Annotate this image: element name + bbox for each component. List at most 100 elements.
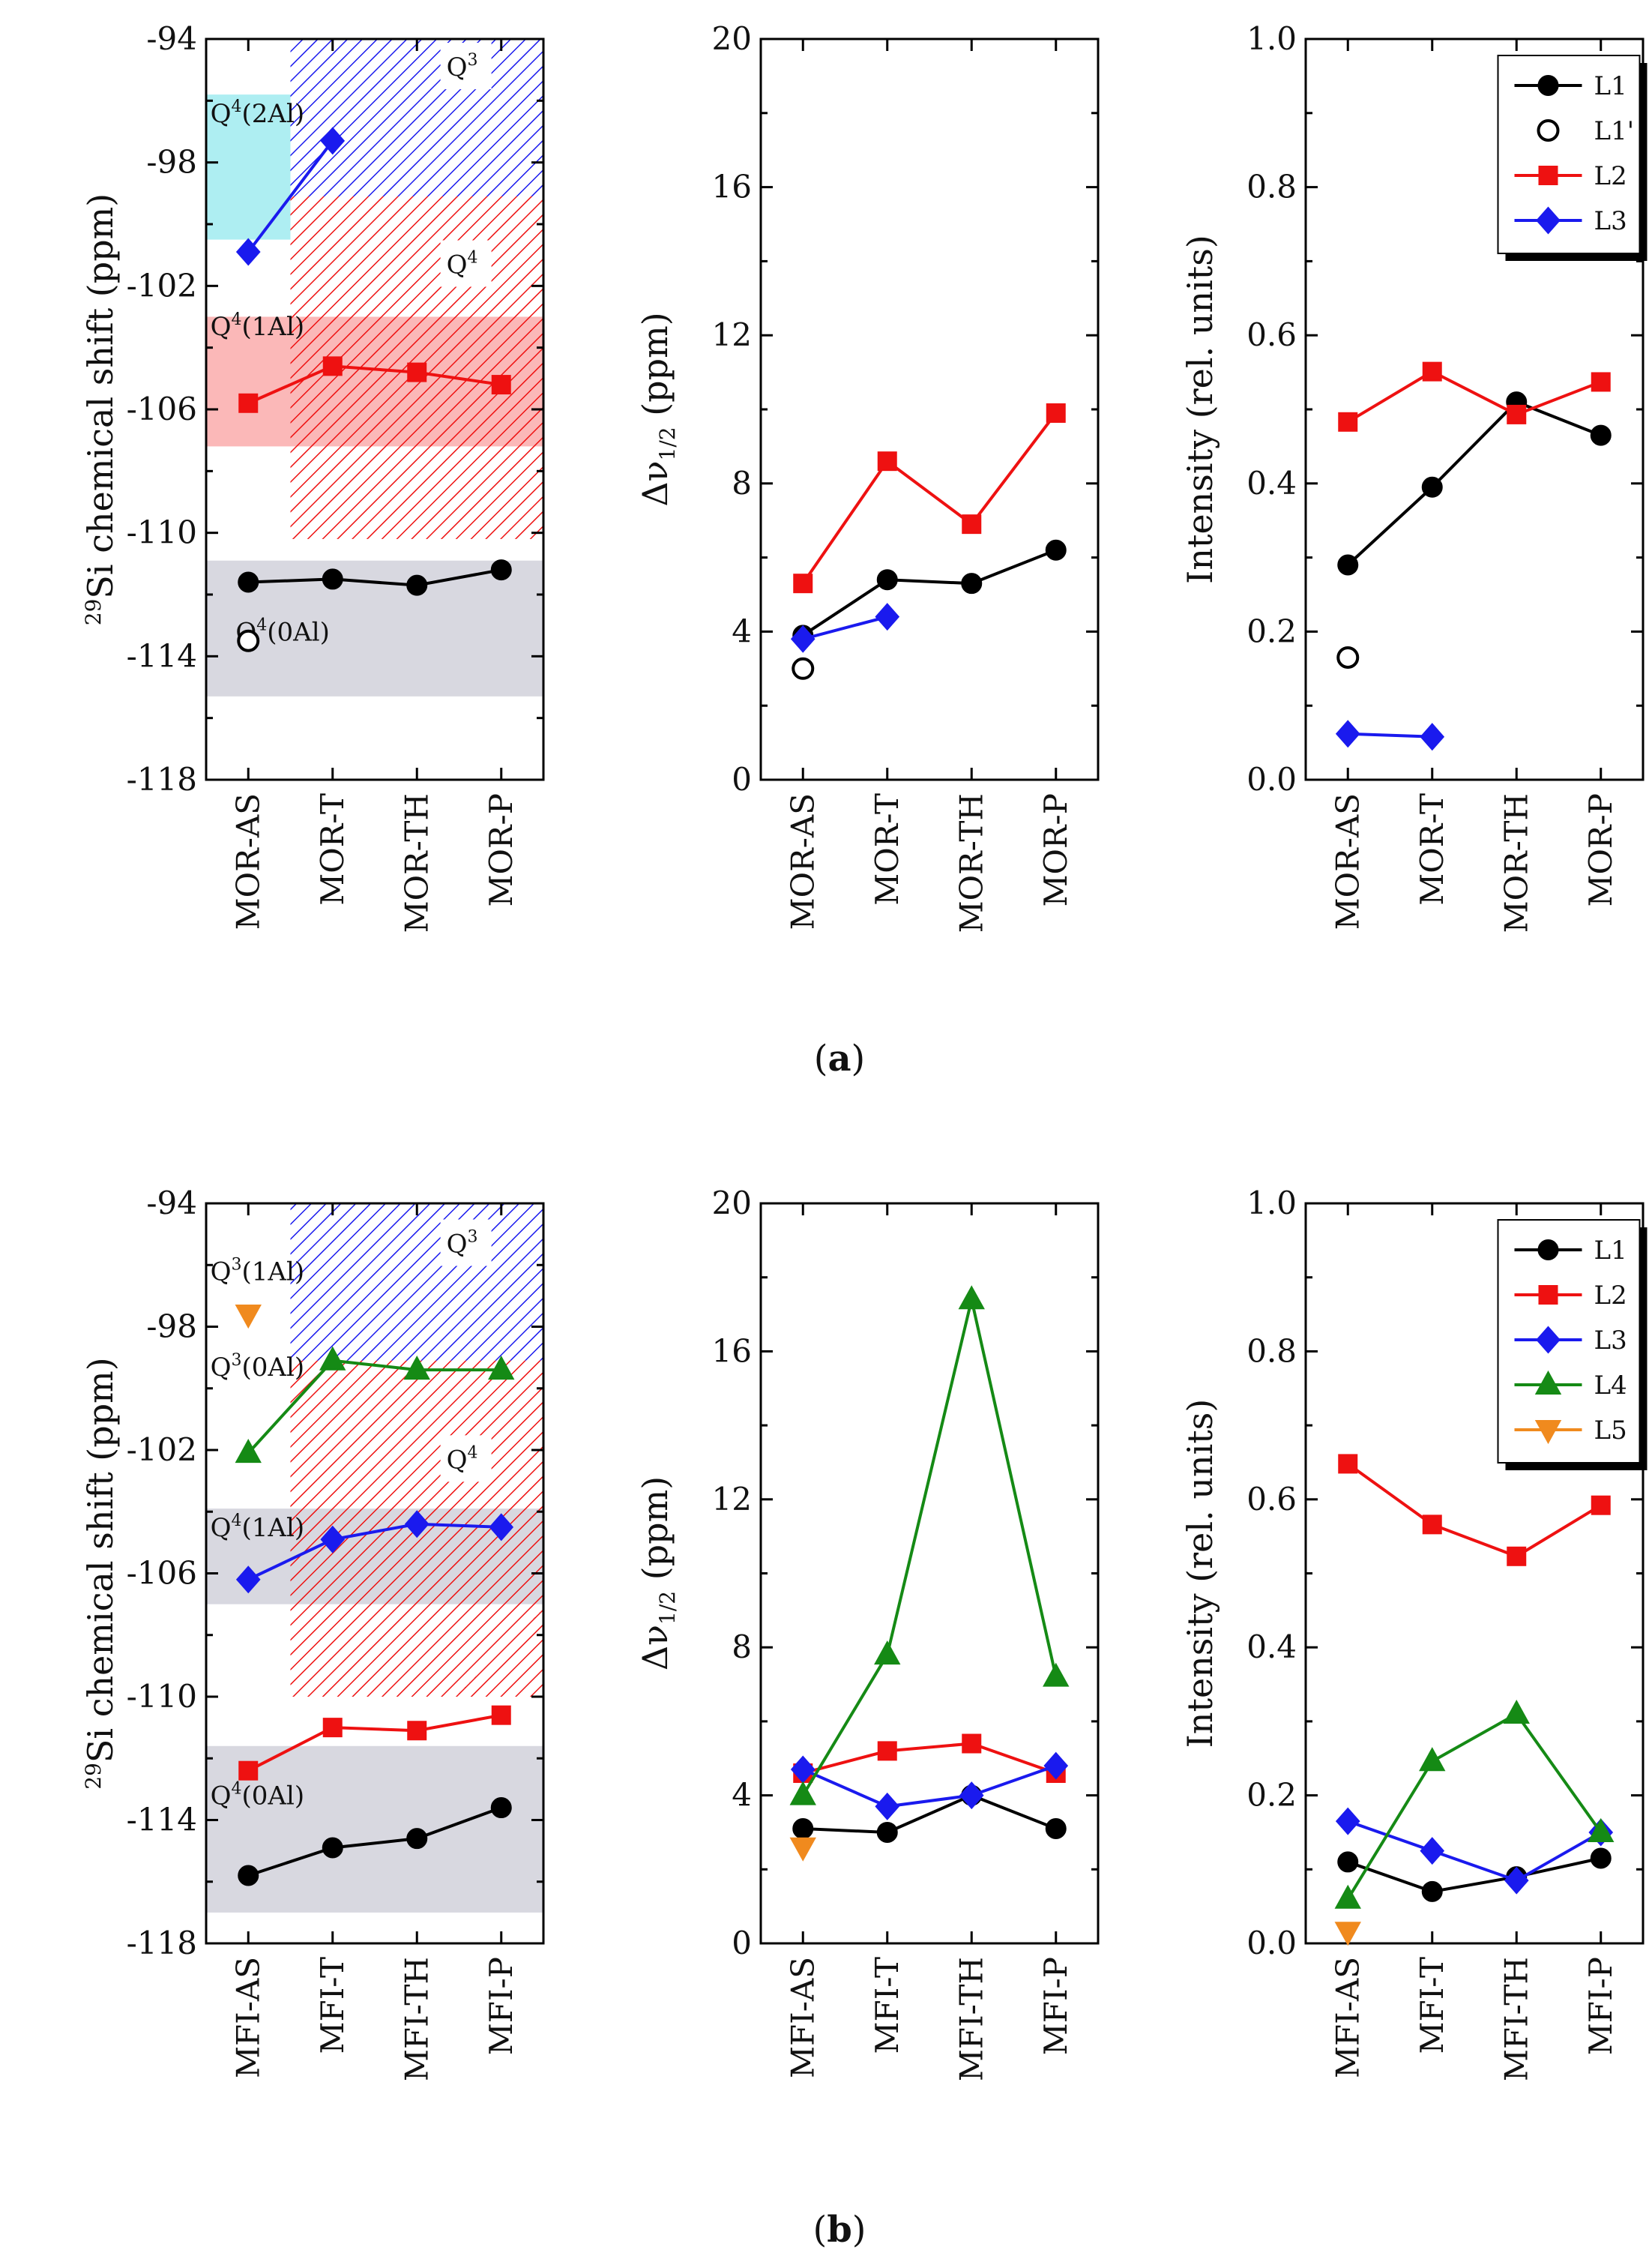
y-tick-label: 16 <box>712 1332 752 1369</box>
y-tick-label: -114 <box>127 1802 197 1838</box>
point-L1-MFI-AS <box>1337 1851 1359 1873</box>
x-tick-label: MOR-TH <box>953 793 989 933</box>
point-L1-MOR-T <box>322 568 343 590</box>
legend-label-L5: L5 <box>1594 1416 1627 1446</box>
point-L4-MFI-T <box>319 1346 346 1371</box>
point-L4-MFI-TH <box>403 1356 430 1380</box>
y-tick-label: 8 <box>732 1628 752 1665</box>
series-line-L1 <box>248 568 502 587</box>
legend-marker-L3 <box>1536 206 1561 235</box>
y-tick-label: 0.8 <box>1246 169 1297 205</box>
region-annotation-0: Q4(2Al) <box>211 97 304 129</box>
point-L3-MOR-AS <box>235 238 261 266</box>
point-L1-MFI-T <box>876 1821 898 1843</box>
point-L1-MOR-P <box>490 559 512 581</box>
region-fill-1 <box>206 1745 543 1913</box>
series-line-L2 <box>802 1742 1057 1775</box>
legend-marker-L1 <box>1537 75 1559 96</box>
point-L1-MOR-T <box>1421 476 1443 498</box>
x-tick-label: MFI-TH <box>953 1957 989 2081</box>
point-L5-MFI-AS <box>1334 1922 1361 1946</box>
point-L5-MFI-AS <box>235 1305 262 1329</box>
point-L1-MOR-TH <box>406 574 428 596</box>
x-tick-label: MFI-TH <box>1498 1957 1534 2081</box>
y-tick-label: 0.4 <box>1246 1628 1297 1665</box>
series-line-L3 <box>247 139 334 253</box>
point-L1-MOR-TH <box>961 573 983 595</box>
point-L2-MFI-AS <box>238 1760 259 1781</box>
series-line-L3 <box>247 1522 501 1581</box>
point-L2-MOR-AS <box>1338 412 1358 432</box>
legend-label-L1: L1 <box>1594 1236 1627 1266</box>
point-L1-MOR-AS <box>1337 554 1359 576</box>
point-L1-MFI-T <box>322 1837 343 1859</box>
legend-marker-L2 <box>1538 1285 1558 1305</box>
annotation-box <box>440 240 492 287</box>
point-L2-MOR-AS <box>793 574 813 594</box>
x-tick-label: MFI-TH <box>398 1957 435 2081</box>
point-L2-MOR-P <box>1591 372 1611 392</box>
x-tick-label: MOR-T <box>869 793 905 906</box>
x-tick-label: MFI-P <box>483 1957 519 2055</box>
point-L4-MFI-TH <box>958 1285 985 1310</box>
series-line-L1 <box>1346 400 1602 566</box>
y-tick-label: 0.2 <box>1246 1777 1297 1814</box>
y-tick-label: -106 <box>127 1555 197 1592</box>
y-tick-label: -98 <box>146 144 197 181</box>
x-tick-label: MFI-T <box>314 1957 351 2054</box>
y-tick-label: 0.6 <box>1246 1481 1297 1517</box>
point-L2-MFI-T <box>322 1718 343 1738</box>
annotation-box <box>440 43 492 90</box>
panel-label-b: (b) <box>813 2209 866 2251</box>
y-tick-label: 4 <box>732 613 752 649</box>
point-L4-MFI-AS <box>235 1439 262 1464</box>
chart-a2: 0 4 8 12 16 20 MOR-AS MOR-T MOR-TH MOR-P Δν1/2 (pp… <box>635 20 1100 933</box>
series-line-L1 <box>802 548 1057 637</box>
series-line-L2 <box>247 1713 502 1772</box>
legend-marker-L1' <box>1537 119 1560 142</box>
series-line-L2 <box>801 412 1058 585</box>
y-tick-label: -110 <box>127 514 197 551</box>
point-L3-MOR-AS <box>790 625 816 653</box>
series-line-L3 <box>1347 1820 1602 1883</box>
series-line-L3 <box>802 615 888 641</box>
point-L5-MFI-AS <box>789 1837 816 1862</box>
y-tick-label: 1.0 <box>1246 1185 1297 1221</box>
legend-label-L1: L1 <box>1594 71 1627 101</box>
y-tick-label: 20 <box>712 20 752 57</box>
point-L3-MFI-TH <box>1504 1866 1529 1895</box>
series-line-L3 <box>1348 732 1432 739</box>
x-tick-label: MOR-P <box>483 793 519 907</box>
annotation-box <box>440 1219 492 1266</box>
point-L3-MOR-AS <box>1335 720 1360 748</box>
point-L2-MOR-T <box>1422 361 1442 382</box>
x-tick-label: MFI-T <box>869 1957 905 2054</box>
point-L2-MOR-TH <box>407 362 427 382</box>
point-L3-MFI-TH <box>404 1510 429 1538</box>
x-tick-label: MOR-T <box>314 793 351 906</box>
y-tick-label: 16 <box>712 169 752 205</box>
point-L2-MFI-T <box>877 1741 897 1761</box>
y-axis-label: Intensity (rel. units) <box>1180 235 1220 584</box>
y-tick-label: 12 <box>712 316 752 353</box>
y-axis-label: Intensity (rel. units) <box>1180 1399 1220 1748</box>
point-L3-MFI-AS <box>1335 1807 1360 1835</box>
point-L1'-MOR-AS <box>792 657 815 680</box>
y-tick-label: -118 <box>127 1925 197 1961</box>
y-tick-label: -110 <box>127 1678 197 1715</box>
series-line-L3 <box>802 1764 1057 1808</box>
point-L3-MOR-T <box>1420 723 1445 751</box>
legend-marker-L2 <box>1538 166 1558 185</box>
x-tick-label: MFI-AS <box>784 1957 821 2078</box>
y-tick-label: 20 <box>712 1185 752 1221</box>
point-L2-MFI-P <box>491 1705 511 1725</box>
series-line-L2 <box>1347 1462 1602 1559</box>
point-L4-MFI-AS <box>789 1781 816 1805</box>
x-tick-label: MOR-TH <box>398 793 435 933</box>
point-L2-MOR-T <box>877 451 897 472</box>
y-tick-label: 4 <box>732 1777 752 1814</box>
region-annotation-1: Q3(0Al) <box>211 1351 304 1383</box>
y-tick-label: 0.0 <box>1246 761 1297 798</box>
point-L1-MOR-T <box>876 569 898 591</box>
y-tick-label: -94 <box>146 1185 197 1221</box>
